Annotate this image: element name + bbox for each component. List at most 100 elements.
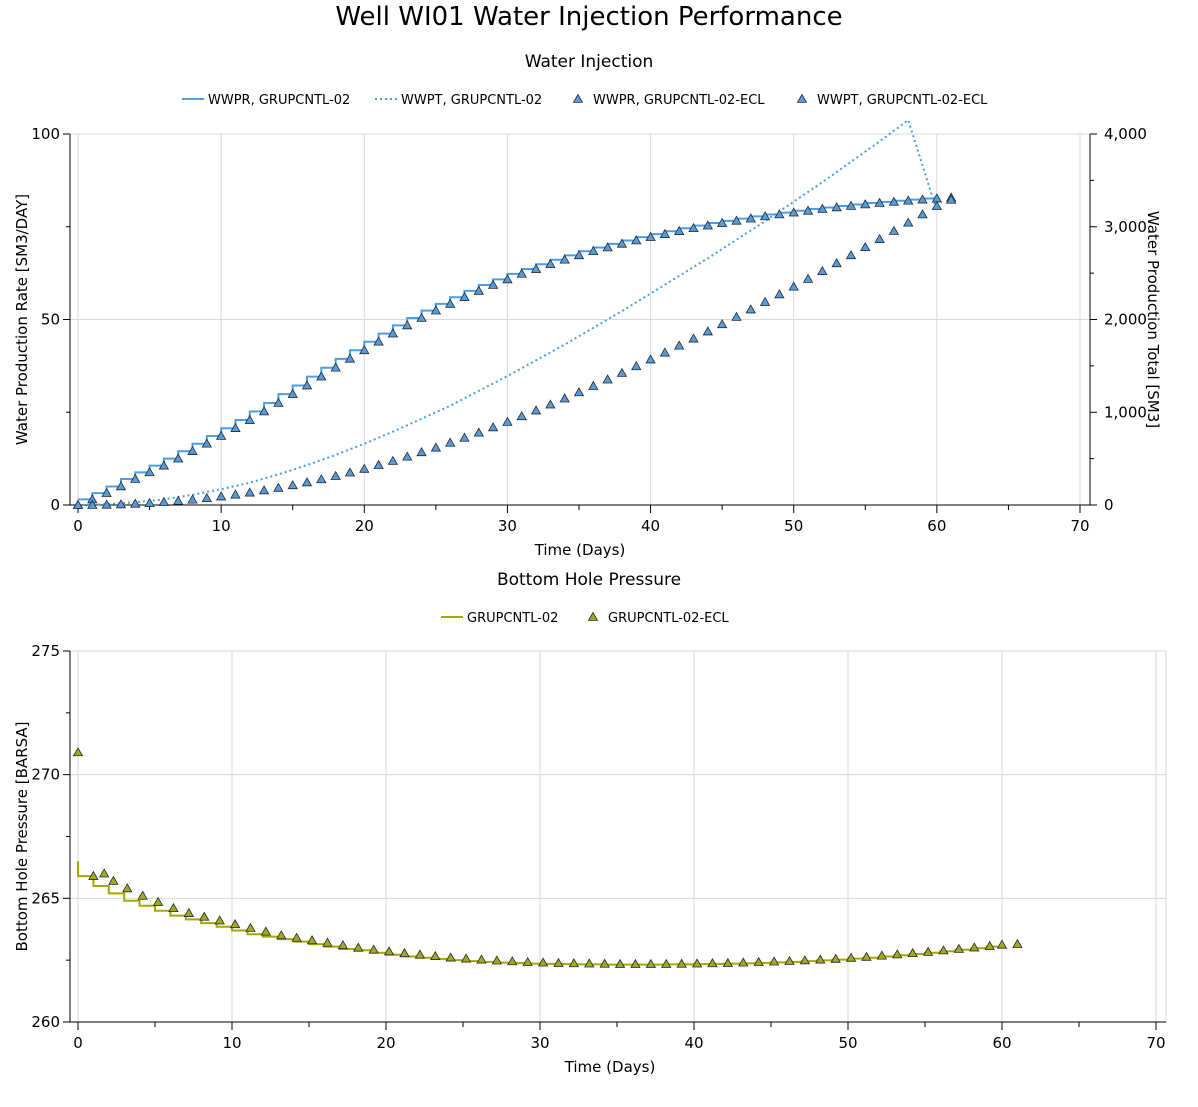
chart1-series-3-point [144,467,155,477]
chart1-series-4-point [430,442,442,452]
chart1-series-4-point [931,200,943,210]
chart1-legend-label: WWPT, GRUPCNTL-02-ECL [817,93,988,108]
chart1-series-3-point [344,353,356,363]
chart2-series-2-point [691,958,703,968]
chart1-series-4-point [244,487,255,497]
chart2-series-2-point [445,952,456,962]
chart2-series-2-point [984,940,995,950]
chart2-series-2-point [996,939,1008,949]
chart1-series-3-point [273,397,284,407]
chart2-series-2-point [768,956,780,966]
chart1-series-4-point [301,477,313,487]
chart1-y-tick-label: 100 [31,125,60,143]
chart2-y-axis-title: Bottom Hole Pressure [BARSA] [13,722,31,952]
chart2-series-2-point [214,915,225,925]
chart1-series-3-point [631,235,642,245]
chart1-series-3-point [616,238,628,248]
chart2-series-2-point [599,958,610,968]
chart1-series-4-point [645,354,656,364]
chart1-y-axis-title: Water Production Rate [SM3/DAY] [13,194,31,445]
chart1-series-4-point [173,495,184,505]
chart2-series-2-point [845,952,857,962]
chart1-series-3-point [473,285,484,295]
chart2-x-tick-label: 30 [530,1034,549,1052]
chart1-x-tick-label: 10 [212,517,231,535]
chart1-y-tick-label: 50 [41,311,60,329]
chart1-series-3-point [258,406,270,416]
chart2-x-tick-label: 50 [838,1034,857,1052]
chart1-series-3-point [402,320,413,330]
chart1-series-3-point [230,422,241,432]
chart2-legend-label: GRUPCNTL-02 [467,611,558,626]
chart1-series-3-point [530,263,542,273]
chart1-series-4-point [459,432,470,442]
chart1-series-4-point [201,492,213,503]
chart2-y-tick-label: 275 [31,642,60,660]
chart1-series-4-point [215,491,227,501]
chart2-series-2-point [337,940,349,950]
chart2-x-tick-label: 70 [1146,1034,1165,1052]
chart2-series-2-point [122,883,133,893]
chart1-series-4-point [316,474,327,484]
chart1-series-4-point [101,499,112,509]
chart1-series-4-point [688,333,699,343]
chart2-series-2-point [399,947,410,958]
chart2-series-2-point [953,943,965,953]
chart2-series-2-point [353,942,364,952]
chart2-x-tick-label: 20 [376,1034,395,1052]
chart1-series-3-point [788,207,799,217]
chart2-series-2-point [707,958,718,968]
chart1-series-4-point [845,250,857,260]
chart1-series-3-point [173,453,184,463]
chart1-series-4-point [831,257,842,268]
chart1-series-4-point [888,225,900,235]
chart1-series-4-point [817,265,828,275]
chart1-series-3-point [516,268,527,278]
chart2-y-tick-label: 270 [31,766,60,784]
chart1-series-3-point [659,228,671,238]
chart2-series-2-point [276,930,287,940]
chart1-series-3-point [359,344,370,355]
chart1-series-3-point [115,481,127,491]
chart1-legend-swatch [796,93,808,103]
chart1-series-4-point [774,289,785,299]
chart1-series-4-point [631,361,642,371]
chart1-x-tick-label: 30 [498,517,517,535]
chart2-series-2-point [537,957,549,967]
chart1-series-3-point [716,217,728,227]
chart1-series-4-point [487,422,499,432]
chart1-series-3-point [559,254,570,264]
chart2-series-2-point [507,956,518,966]
chart1-series-3-point [430,305,442,315]
chart2-series-2-point [630,958,641,968]
chart1-series-3-point [874,197,885,207]
chart1-series-4-point [330,470,341,480]
chart1-series-3-point [917,194,928,204]
chart2-series-2-point [969,942,980,952]
chart1-series-3-point [903,195,914,205]
chart1-series-4-point [602,374,613,384]
chart2-series-2-point [661,958,672,968]
chart1-series-4-point [516,411,527,421]
chart1-series-3-point [502,274,513,284]
chart1-series-4-point [874,233,885,243]
chart1-series-4-point [373,459,384,469]
chart1-series-4-point [731,311,742,321]
chart1-series-4-point [115,499,127,509]
chart1-series-3-point [688,222,699,233]
chart1-series-3-point [888,196,900,206]
chart1-x-tick-label: 20 [355,517,374,535]
chart2-series-2-point [614,958,626,968]
chart1-series-4-point [187,494,198,504]
chart1-series-3-point [674,225,685,235]
chart2-series-2-point [168,902,179,913]
chart2-series-2-point [907,947,918,958]
chart1-series-3-point [287,388,298,398]
chart2-series-2-point [722,957,734,967]
chart1-series-4-point [273,482,284,492]
chart2-series-2-point [245,922,256,932]
chart1-series-3-point [215,430,227,440]
chart2-x-tick-label: 0 [73,1034,83,1052]
chart1-series-3-point [301,380,313,390]
